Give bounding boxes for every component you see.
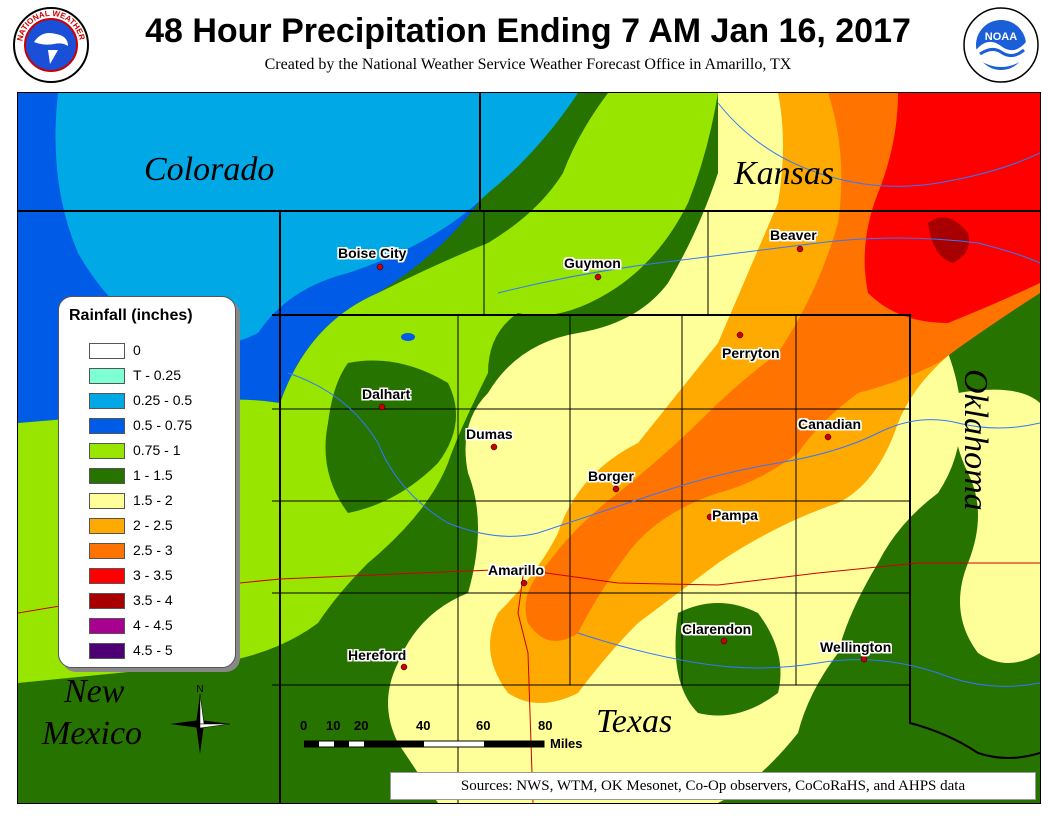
legend-swatch [89, 368, 125, 384]
legend-label: T - 0.25 [133, 367, 181, 383]
canadian-river [287, 372, 1040, 537]
cimarron-river [717, 102, 1040, 187]
legend-label: 0.5 - 0.75 [133, 417, 193, 433]
scale-units: Miles [550, 736, 583, 751]
scale-bar-graphic [304, 740, 545, 748]
legend-label: 3 - 3.5 [133, 567, 173, 583]
city-label-borger: Borger [588, 468, 634, 484]
legend-label: 1 - 1.5 [133, 467, 173, 483]
city-label-boise-city: Boise City [338, 245, 407, 261]
legend-label: 2 - 2.5 [133, 517, 173, 533]
legend-swatch [89, 343, 125, 359]
scale-tick-label: 60 [476, 718, 491, 733]
border-tx-panhandle [272, 314, 1040, 759]
legend-label: 2.5 - 3 [133, 542, 173, 558]
city-label-hereford: Hereford [348, 647, 407, 663]
lake [401, 333, 415, 341]
county-lines [272, 211, 910, 803]
rain-zone-0.25-0.5 [55, 93, 578, 347]
state-label-texas: Texas [596, 703, 673, 740]
state-label-kansas: Kansas [734, 155, 835, 192]
noaa-logo: NOAA [962, 6, 1040, 84]
city-label-dumas: Dumas [466, 426, 513, 442]
scale-tick-label: 20 [354, 718, 369, 733]
red-river [577, 632, 1040, 687]
city-label-dalhart: Dalhart [362, 386, 411, 402]
legend-swatch [89, 443, 125, 459]
legend-label: 0.75 - 1 [133, 442, 181, 458]
legend-swatch [89, 593, 125, 609]
city-label-guymon: Guymon [564, 255, 621, 271]
north-arrow: N [160, 684, 240, 764]
legend-label: 4 - 4.5 [133, 617, 173, 633]
legend-label: 1.5 - 2 [133, 492, 173, 508]
state-label-new-mexico-line2: Mexico [42, 715, 143, 752]
legend: Rainfall (inches) 0 T - 0.25 0.25 - 0.5 0.5… [58, 296, 236, 668]
legend-swatch [89, 493, 125, 509]
city-label-clarendon: Clarendon [682, 621, 752, 637]
legend-swatch [89, 543, 125, 559]
scale-tick-label: 40 [416, 718, 431, 733]
legend-label: 0.25 - 0.5 [133, 392, 193, 408]
state-label-colorado: Colorado [144, 151, 275, 188]
noaa-logo-text: NOAA [985, 31, 1017, 43]
rain-zone-1-1.5-c [675, 603, 781, 716]
city-label-beaver: Beaver [770, 227, 817, 243]
north-label: N [196, 684, 203, 695]
city-label-wellington: Wellington [820, 639, 892, 655]
nws-logo: NATIONAL WEATHER SERVICE [9, 0, 90, 84]
header: NATIONAL WEATHER SERVICE 48 Hour Precipi… [0, 0, 1056, 90]
scale-tick-label: 0 [300, 718, 308, 733]
legend-title: Rainfall (inches) [69, 307, 193, 324]
state-label-new-mexico-line1: New [64, 673, 125, 710]
legend-label: 4.5 - 5 [133, 642, 173, 658]
legend-swatch [89, 568, 125, 584]
legend-swatch [89, 418, 125, 434]
legend-swatch [89, 643, 125, 659]
rain-zone-3-3.5 [864, 93, 1040, 323]
rain-zone-1.5-2-east [954, 389, 1040, 663]
city-label-pampa: Pampa [712, 507, 758, 523]
scale-tick-label: 10 [326, 718, 341, 733]
legend-swatch [89, 393, 125, 409]
legend-swatch [89, 518, 125, 534]
city-markers [376, 245, 868, 671]
legend-label: 3.5 - 4 [133, 592, 173, 608]
city-label-canadian: Canadian [798, 416, 862, 432]
sources-note: Sources: NWS, WTM, OK Mesonet, Co-Op obs… [390, 772, 1036, 800]
page-subtitle: Created by the National Weather Service … [264, 56, 792, 73]
beaver-river [497, 237, 1040, 294]
legend-swatch [89, 618, 125, 634]
page-title: 48 Hour Precipitation Ending 7 AM Jan 16… [145, 12, 911, 50]
legend-swatch [89, 468, 125, 484]
scale-bar: 0 10 20 40 60 80 Miles [300, 718, 583, 758]
city-label-perryton: Perryton [722, 345, 780, 361]
state-label-oklahoma: Oklahoma [957, 369, 994, 511]
legend-label: 0 [133, 342, 141, 358]
scale-tick-label: 80 [538, 718, 553, 733]
rain-zone-1-1.5-b [325, 360, 456, 513]
city-label-amarillo: Amarillo [488, 562, 545, 578]
